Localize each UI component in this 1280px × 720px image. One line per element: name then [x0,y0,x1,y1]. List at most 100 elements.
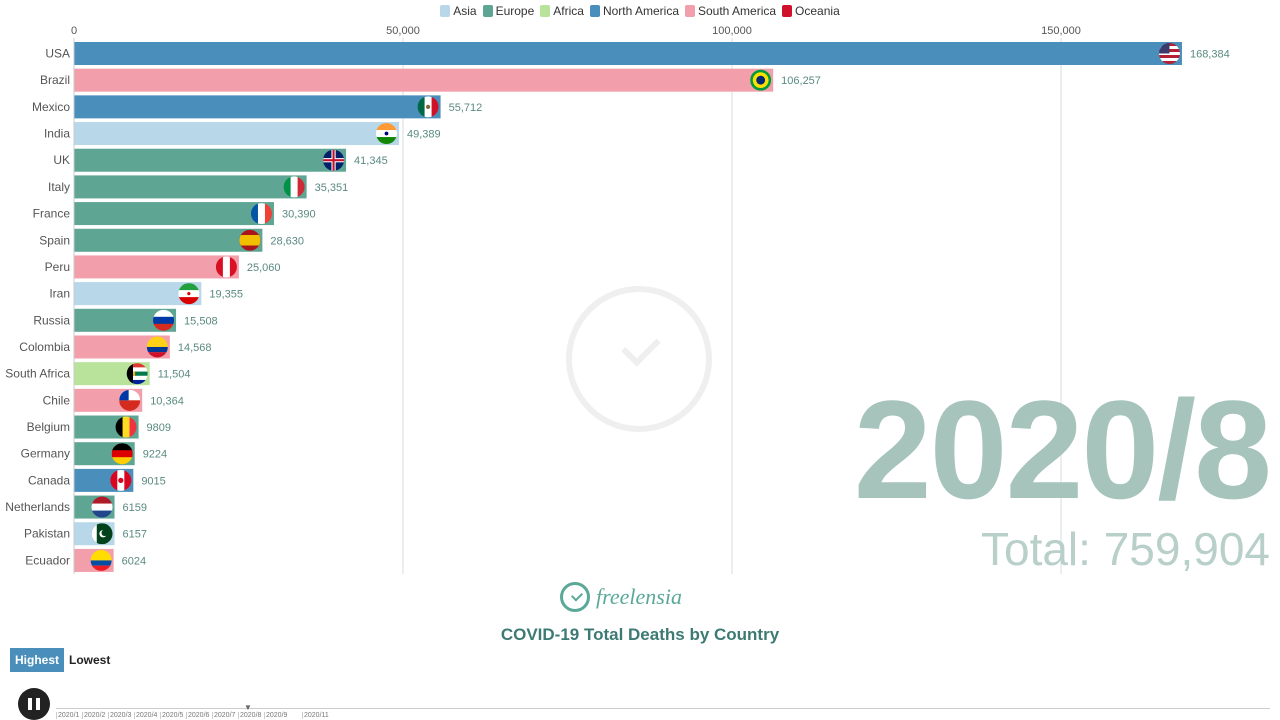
timeline-tick-label[interactable]: 2020/3 [108,712,132,719]
timeline-tick-label[interactable]: 2020/6 [186,712,210,719]
value-label: 41,345 [354,155,388,167]
category-label: France [33,207,71,221]
bar [74,42,1182,65]
category-label: Russia [33,313,70,327]
total-label: Total: 759,904 [980,523,1270,575]
timeline-tick-label[interactable]: 2020/4 [134,712,158,719]
bar [74,202,274,226]
value-label: 106,257 [781,75,821,87]
category-label: Mexico [32,100,70,114]
legend-swatch [589,5,600,17]
value-label: 35,351 [315,182,349,194]
sort-toggle: Highest Lowest [10,648,116,672]
colombia-flag-icon [146,336,168,358]
bar [74,308,177,332]
x-tick-label: 100,000 [712,25,752,37]
value-label: 30,390 [282,209,316,221]
timeline-tick-label[interactable]: 2020/2 [82,712,106,719]
value-label: 55,712 [449,102,483,114]
legend-swatch [482,5,493,17]
chile-flag-icon [119,389,141,411]
category-label: UK [53,153,70,167]
legend-swatch [685,5,695,17]
chart-title: COVID-19 Total Deaths by Country [500,625,780,644]
value-label: 9224 [143,449,167,461]
value-label: 9015 [141,475,165,487]
value-label: 19,355 [209,289,243,301]
usa-flag-icon [1158,43,1180,64]
bar [74,228,263,252]
legend-item[interactable]: Oceania [782,4,840,18]
bar [74,148,347,172]
timeline-slider[interactable]: ▼ 2020/1 2020/2 2020/3 2020/4 2020/5 2020/6 20… [56,704,1270,720]
legend-swatch [440,5,451,17]
netherlands-flag-icon [91,496,113,518]
bar-chart: 0 50,000 100,000 150,000 USA 168,384 Brazil 106… [5,25,1230,574]
italy-flag-icon [283,176,305,198]
legend-item[interactable]: Europe [482,4,534,18]
value-label: 168,384 [1190,49,1230,61]
timeline-tick-label[interactable]: 2020/7 [212,712,236,719]
category-label: Spain [39,233,70,247]
x-tick-label: 150,000 [1041,25,1081,37]
legend-item[interactable]: North America [589,4,679,18]
category-label: Netherlands [5,500,70,514]
category-label: Chile [43,393,71,407]
timeline-tick-label[interactable]: 2020/11 [302,712,329,719]
iran-flag-icon [178,283,200,305]
category-label: Italy [48,180,70,194]
legend-swatch [540,5,551,17]
legend-item[interactable]: Africa [540,4,584,18]
uk-flag-icon [323,149,345,171]
category-label: Canada [28,473,70,487]
clock-watermark-icon [566,286,712,432]
legend-label: North America [602,4,679,18]
canada-flag-icon [110,469,132,491]
value-label: 11,504 [158,369,191,381]
legend-label: Oceania [795,4,840,18]
category-label: India [44,127,70,141]
category-label: Germany [21,447,70,461]
timeline-track [56,708,1270,709]
value-label: 25,060 [247,262,281,274]
bar [74,335,170,359]
bar [74,175,307,199]
belgium-flag-icon [115,416,137,438]
pause-icon [28,698,32,710]
category-label: Ecuador [25,553,70,567]
pause-icon-bar [36,698,40,710]
category-label: South Africa [5,367,70,381]
legend-label: Africa [553,4,584,18]
timeline-tick-label[interactable]: 2020/5 [160,712,184,719]
germany-flag-icon [111,443,133,465]
timeline-tick-label[interactable]: 2020/9 [264,712,288,719]
timeline-tick-label[interactable]: 2020/8 [238,712,262,719]
value-label: 10,364 [150,395,184,407]
legend-label: Asia [453,4,477,18]
timeline-handle[interactable]: ▼ [244,703,252,712]
timeline-tick-label[interactable]: 2020/1 [56,712,80,719]
category-label: USA [45,47,70,61]
bar [74,68,774,92]
category-label: Iran [49,287,70,301]
period-label: 2020/8 [853,371,1272,528]
legend-label: South America [698,4,777,18]
pause-button[interactable] [18,688,50,720]
brand-name: freelensia [596,584,682,609]
spain-flag-icon [239,229,261,251]
south-africa-flag-icon [126,363,148,385]
legend-item[interactable]: Asia [440,4,477,18]
category-label: Brazil [40,73,70,87]
russia-flag-icon [153,309,175,331]
sort-lowest-button[interactable]: Lowest [64,648,116,672]
value-label: 15,508 [184,315,218,327]
value-label: 9809 [147,422,171,434]
category-label: Pakistan [24,527,70,541]
brazil-flag-icon [750,69,772,91]
category-label: Belgium [27,420,70,434]
value-label: 6159 [123,502,147,514]
sort-highest-button[interactable]: Highest [10,648,65,672]
legend-item[interactable]: South America [685,4,776,18]
bar [74,255,239,279]
bar [74,95,441,119]
